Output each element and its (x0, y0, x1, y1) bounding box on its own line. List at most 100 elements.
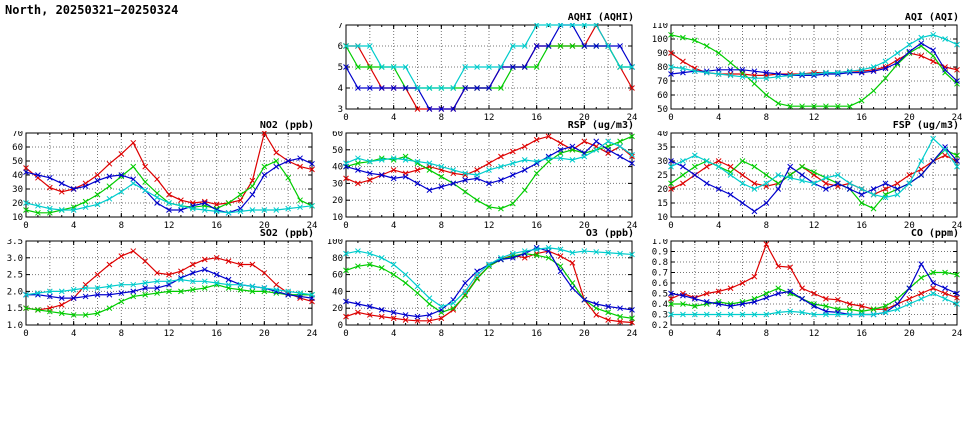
svg-text:8: 8 (764, 221, 769, 231)
svg-text:35: 35 (657, 143, 668, 153)
svg-text:8: 8 (439, 113, 444, 123)
svg-text:3.0: 3.0 (7, 254, 23, 264)
svg-text:24: 24 (627, 221, 638, 231)
chart-title-aqi: AQI (AQI) (904, 12, 959, 23)
chart-plot-so2: 0 4 8 12 16 20 24 1.0 1.5 2.0 2.5 3.0 3.5 (7, 239, 318, 339)
svg-text:8: 8 (119, 221, 124, 231)
svg-text:80: 80 (657, 63, 668, 73)
svg-text:0.8: 0.8 (652, 258, 668, 268)
svg-text:70: 70 (12, 131, 23, 139)
svg-text:0.6: 0.6 (652, 279, 668, 289)
svg-text:4: 4 (716, 329, 721, 339)
svg-text:25: 25 (657, 171, 668, 181)
svg-text:8: 8 (119, 329, 124, 339)
svg-text:16: 16 (211, 221, 222, 231)
svg-text:20: 20 (904, 329, 915, 339)
svg-text:60: 60 (12, 143, 23, 153)
svg-text:5: 5 (338, 63, 343, 73)
svg-text:30: 30 (657, 157, 668, 167)
chart-title-co: CO (ppm) (910, 228, 959, 239)
svg-text:4: 4 (391, 221, 396, 231)
svg-text:20: 20 (904, 113, 915, 123)
svg-text:12: 12 (809, 329, 820, 339)
svg-text:24: 24 (952, 329, 963, 339)
svg-text:90: 90 (657, 49, 668, 59)
svg-text:4: 4 (391, 113, 396, 123)
svg-text:0: 0 (343, 113, 348, 123)
svg-text:3: 3 (338, 105, 343, 115)
svg-text:15: 15 (657, 199, 668, 209)
svg-text:24: 24 (952, 113, 963, 123)
svg-text:16: 16 (531, 329, 542, 339)
svg-text:0.3: 0.3 (652, 311, 668, 321)
svg-text:12: 12 (484, 221, 495, 231)
svg-text:50: 50 (12, 157, 23, 167)
svg-text:0: 0 (338, 321, 343, 331)
chart-co: CO (ppm) 0 4 8 12 16 20 24 0.2 0.3 0.4 0.5 0.6 0.7 0.… (645, 228, 963, 339)
svg-text:12: 12 (809, 221, 820, 231)
chart-title-so2: SO2 (ppb) (259, 228, 314, 239)
svg-text:16: 16 (531, 221, 542, 231)
svg-text:12: 12 (809, 113, 820, 123)
svg-text:4: 4 (71, 221, 76, 231)
svg-text:0.5: 0.5 (652, 290, 668, 300)
svg-text:16: 16 (856, 221, 867, 231)
chart-title-o3: O3 (ppb) (585, 228, 634, 239)
svg-text:0: 0 (668, 329, 673, 339)
svg-text:20: 20 (579, 113, 590, 123)
svg-text:12: 12 (164, 221, 175, 231)
svg-text:8: 8 (439, 329, 444, 339)
svg-text:1.5: 1.5 (7, 304, 23, 314)
svg-text:8: 8 (439, 221, 444, 231)
chart-plot-aqhi: 0 4 8 12 16 20 24 3 4 5 6 7 (338, 23, 637, 123)
svg-text:0: 0 (23, 221, 28, 231)
chart-rsp: RSP (ug/m3) 0 4 8 12 16 20 24 10 20 30 40 50 60 (320, 120, 638, 231)
svg-text:70: 70 (657, 77, 668, 87)
svg-text:24: 24 (627, 329, 638, 339)
svg-text:30: 30 (12, 185, 23, 195)
svg-text:20: 20 (259, 329, 270, 339)
svg-text:16: 16 (856, 329, 867, 339)
svg-text:0.2: 0.2 (652, 321, 668, 331)
chart-fsp: FSP (ug/m3) 0 4 8 12 16 20 24 10 15 20 25 30 35 40 (645, 120, 963, 231)
svg-text:12: 12 (484, 329, 495, 339)
svg-text:40: 40 (332, 287, 343, 297)
svg-text:4: 4 (71, 329, 76, 339)
svg-text:60: 60 (332, 131, 343, 139)
svg-text:40: 40 (332, 163, 343, 173)
svg-text:30: 30 (332, 179, 343, 189)
svg-text:10: 10 (12, 213, 23, 223)
chart-aqi: AQI (AQI) 0 4 8 12 16 20 24 50 60 70 80 90 100 110 (645, 12, 963, 123)
chart-plot-no2: 0 4 8 12 16 20 24 10 20 30 40 50 60 70 (12, 131, 318, 231)
svg-text:20: 20 (332, 304, 343, 314)
svg-text:20: 20 (904, 221, 915, 231)
svg-text:1.0: 1.0 (652, 239, 668, 247)
svg-text:16: 16 (856, 113, 867, 123)
chart-plot-fsp: 0 4 8 12 16 20 24 10 15 20 25 30 35 40 (657, 131, 962, 231)
svg-text:24: 24 (307, 221, 318, 231)
svg-text:8: 8 (764, 113, 769, 123)
svg-text:50: 50 (657, 105, 668, 115)
svg-text:24: 24 (307, 329, 318, 339)
svg-text:0: 0 (343, 221, 348, 231)
chart-plot-aqi: 0 4 8 12 16 20 24 50 60 70 80 90 100 110 (652, 23, 963, 123)
svg-text:0: 0 (668, 113, 673, 123)
svg-text:40: 40 (657, 131, 668, 139)
svg-text:16: 16 (531, 113, 542, 123)
svg-text:0: 0 (668, 221, 673, 231)
svg-text:20: 20 (12, 199, 23, 209)
svg-text:50: 50 (332, 146, 343, 156)
chart-plot-co: 0 4 8 12 16 20 24 0.20.30.40.50.60.70.80.91.0 (652, 239, 963, 339)
chart-title-rsp: RSP (ug/m3) (567, 120, 634, 131)
chart-o3: O3 (ppb) 0 4 8 12 16 20 24 0 20 40 60 80 100 (320, 228, 638, 339)
svg-text:3.5: 3.5 (7, 239, 23, 247)
chart-title-fsp: FSP (ug/m3) (892, 120, 959, 131)
svg-text:110: 110 (652, 23, 668, 31)
svg-text:0.7: 0.7 (652, 269, 668, 279)
svg-text:4: 4 (338, 84, 343, 94)
chart-title-aqhi: AQHI (AQHI) (567, 12, 634, 23)
svg-text:4: 4 (716, 221, 721, 231)
svg-text:6: 6 (338, 42, 343, 52)
svg-text:20: 20 (332, 196, 343, 206)
